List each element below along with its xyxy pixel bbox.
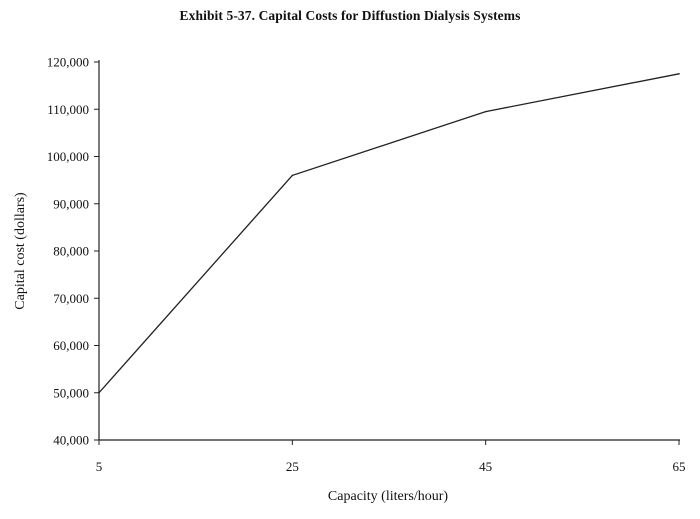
y-tick-label: 40,000 [53, 433, 89, 448]
y-axis-title: Capital cost (dollars) [13, 192, 28, 310]
data-point [678, 73, 680, 75]
data-point [484, 110, 487, 113]
x-tick-label: 65 [673, 459, 686, 474]
y-tick-label: 60,000 [53, 338, 89, 353]
y-tick-label: 70,000 [53, 291, 89, 306]
series-layer [98, 73, 680, 394]
y-tick-label: 90,000 [53, 196, 89, 211]
y-tick-label: 100,000 [47, 149, 89, 164]
x-tick-label: 45 [479, 459, 492, 474]
y-tick-label: 120,000 [47, 55, 89, 70]
y-tick-label: 80,000 [53, 244, 89, 259]
series-line [98, 73, 680, 394]
data-point [98, 391, 100, 394]
y-tick-label: 110,000 [47, 102, 89, 117]
axes: 40,000 50,000 60,000 70,000 80,000 90,000 100,… [47, 55, 686, 475]
x-tick-label: 25 [286, 459, 299, 474]
x-axis-title: Capacity (liters/hour) [328, 489, 448, 504]
x-tick-label: 5 [96, 459, 103, 474]
chart-title: Exhibit 5-37. Capital Costs for Diffusti… [179, 8, 521, 23]
data-point [291, 174, 294, 177]
y-tick-label: 50,000 [53, 385, 89, 400]
